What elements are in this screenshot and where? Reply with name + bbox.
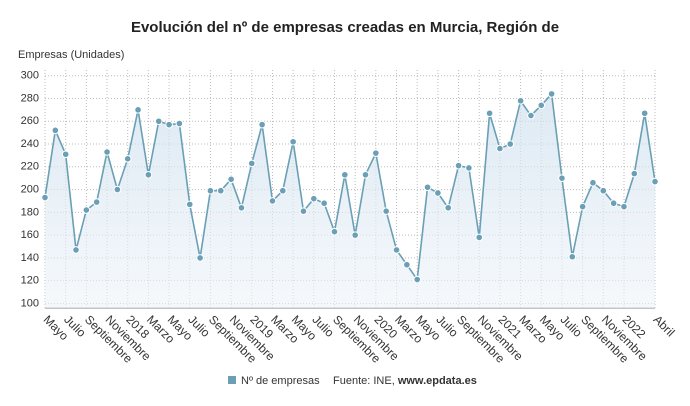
point	[392, 246, 401, 254]
point	[444, 203, 453, 212]
point	[465, 164, 473, 172]
point	[216, 186, 225, 195]
point	[403, 260, 411, 269]
point	[620, 202, 628, 211]
y-tick-label: 100	[21, 297, 39, 309]
point	[103, 148, 111, 156]
point	[640, 109, 649, 118]
source-prefix: Fuente: INE,	[333, 375, 398, 387]
y-tick-label: 280	[21, 92, 39, 104]
point	[41, 193, 49, 202]
point	[372, 149, 380, 157]
legend-swatch	[228, 376, 236, 384]
point	[185, 200, 194, 209]
line	[44, 92, 656, 282]
point	[599, 186, 608, 195]
point	[651, 177, 659, 186]
point	[558, 174, 566, 182]
source: Fuente: INE, www.epdata.es	[333, 375, 477, 387]
point	[527, 111, 535, 120]
point	[434, 189, 442, 197]
y-tick-label: 240	[21, 138, 39, 150]
point	[310, 194, 318, 203]
legend-label: Nº de empresas	[241, 375, 320, 387]
source-site: www.epdata.es	[397, 375, 477, 387]
point	[589, 178, 597, 187]
y-tick-label: 260	[21, 115, 39, 127]
point	[454, 161, 463, 170]
point	[330, 227, 339, 236]
point	[258, 120, 266, 129]
point	[537, 101, 546, 110]
point	[154, 117, 163, 126]
point	[609, 199, 618, 208]
point	[299, 207, 308, 216]
y-tick-label: 120	[21, 275, 39, 287]
point	[413, 275, 422, 284]
chart-title: Evolución del nº de empresas creadas en …	[131, 19, 559, 36]
plot-area: 100120140160180200220240260280300MayoJul…	[21, 70, 678, 366]
y-tick-label: 140	[21, 252, 39, 264]
point	[496, 144, 504, 153]
point	[82, 206, 91, 214]
point	[247, 159, 256, 168]
point	[630, 169, 639, 178]
point	[175, 119, 184, 128]
point	[351, 231, 359, 239]
point	[196, 254, 204, 262]
point	[278, 186, 287, 195]
point	[506, 140, 515, 148]
point	[72, 246, 80, 254]
point	[361, 170, 370, 179]
y-tick-label: 300	[21, 70, 39, 82]
point	[382, 207, 390, 216]
y-tick-label: 160	[21, 229, 39, 241]
point	[227, 175, 235, 184]
point	[268, 197, 277, 205]
point	[341, 170, 349, 179]
point	[423, 183, 432, 192]
point	[568, 252, 577, 261]
point	[320, 199, 328, 208]
point	[516, 96, 525, 105]
point	[92, 198, 101, 206]
point	[475, 233, 484, 242]
point	[51, 126, 60, 135]
point	[578, 202, 587, 211]
point	[61, 150, 70, 159]
point	[113, 185, 122, 194]
y-tick-label: 180	[21, 206, 39, 218]
y-tick-label: 220	[21, 161, 39, 173]
y-tick-label: 200	[21, 183, 39, 195]
point	[123, 155, 132, 163]
point	[165, 120, 173, 129]
y-axis-label: Empresas (Unidades)	[18, 49, 124, 61]
point	[144, 170, 153, 179]
point	[206, 186, 215, 195]
point	[237, 203, 246, 212]
x-tick-label: Abril	[651, 312, 678, 339]
point	[289, 137, 297, 146]
point	[547, 90, 556, 98]
point	[134, 106, 142, 114]
point	[485, 109, 494, 118]
